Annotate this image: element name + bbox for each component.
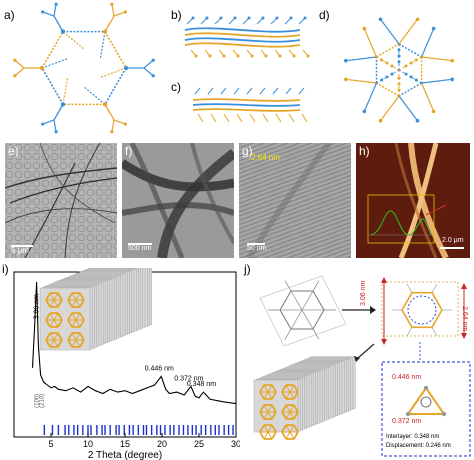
x-axis-label: 2 Theta (degree) [88, 450, 162, 460]
scale-bar-label-f: 500 nm [128, 245, 152, 252]
panel-label-h: h) [359, 144, 370, 158]
inset-distance-top: 0.446 nm [392, 374, 422, 381]
panel-label-f: f) [125, 144, 133, 158]
scale-bar-e [11, 245, 33, 247]
panel-e-tem-image: e) 5 μm [5, 143, 117, 258]
panel-a: a) [0, 0, 165, 135]
inset-distance-bottom: 0.372 nm [392, 418, 422, 425]
peak-annotation: 0.372 nm [174, 375, 203, 382]
monolayer-structure-j [253, 275, 471, 457]
x-tick-label: 5 [48, 439, 53, 449]
xrd-pattern-plot: 5 10 15 20 25 30 2 Theta (degree) 3.06 nm 0.446 … [13, 271, 240, 460]
panel-i-xrd-chart: i) 5 10 15 20 25 30 2 Theta (degree) 3.06 nm 0.4… [0, 262, 240, 460]
peak-annotation: 0.348 nm [187, 381, 216, 388]
panel-label-i: i) [2, 262, 9, 276]
x-tick-label: 10 [83, 439, 93, 449]
panel-label-j: j) [244, 262, 251, 276]
x-tick-label: 15 [120, 439, 130, 449]
side-view-structure-b [184, 16, 310, 58]
panel-c: c) [165, 72, 315, 136]
panel-f-tem-image: f) 500 nm [122, 143, 234, 258]
panel-h-afm-image: h) 2.0 μm [356, 143, 470, 258]
scale-bar-h [440, 247, 464, 249]
panel-label-c: c) [171, 80, 181, 94]
panel-d: d) [315, 0, 474, 135]
miller-index-label: (210) [39, 394, 45, 408]
scale-bar-label-g: 50 nm [247, 245, 267, 252]
x-tick-label: 20 [157, 439, 167, 449]
height-dimension-label: 2.64 nm [461, 306, 468, 332]
star-macrocycle-structure-d [344, 17, 454, 123]
x-tick-label: 30 [231, 439, 240, 449]
panel-j: j) 3.06 nm 2.64 nm 0.446 nm 0.372 nm Int… [242, 262, 474, 460]
width-dimension-label: 3.06 nm [360, 280, 367, 306]
panel-g-hrtem-image: g) 2.64 nm 50 nm [239, 143, 351, 258]
scale-bar-label-e: 5 μm [11, 246, 29, 255]
scale-bar-g [247, 243, 265, 245]
displacement-label: Displacement: 0.246 nm [386, 443, 451, 449]
panel-label-e: e) [8, 144, 19, 158]
x-tick-label: 25 [194, 439, 204, 449]
panel-label-d: d) [319, 8, 330, 22]
side-view-structure-c [192, 87, 308, 123]
lattice-spacing-annotation: 2.64 nm [251, 153, 280, 162]
panel-label-g: g) [242, 144, 253, 158]
panel-label-b: b) [171, 8, 182, 22]
interlayer-distance-label: Interlayer: 0.348 nm [386, 434, 440, 440]
xrd-series-line [31, 281, 237, 405]
panel-b: b) [165, 0, 315, 72]
stacked-framework-illustration-i [39, 268, 152, 351]
panel-label-a: a) [4, 8, 15, 22]
scale-bar-f [128, 243, 152, 245]
peak-annotation: 3.06 nm [34, 294, 41, 319]
scale-bar-label-h: 2.0 μm [442, 237, 464, 244]
miller-index-label: (100) [34, 394, 40, 408]
peak-annotation: 0.446 nm [145, 365, 174, 372]
hexagonal-macrocycle-structure-a [13, 2, 155, 134]
